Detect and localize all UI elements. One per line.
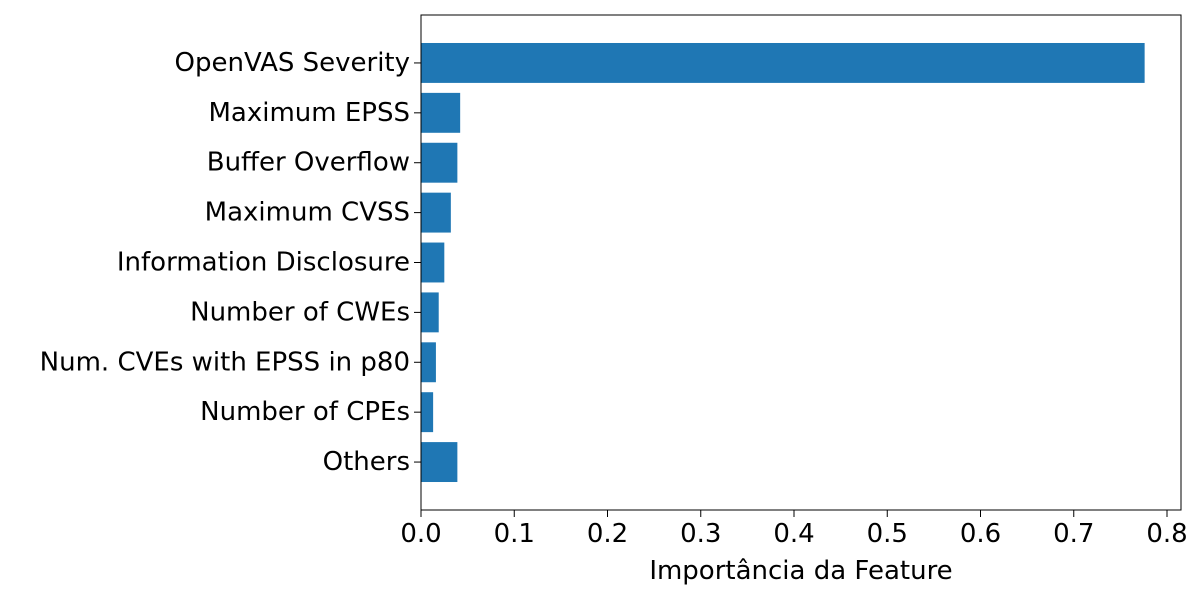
x-tick-label: 0.0	[400, 519, 441, 549]
y-tick-label: Number of CPEs	[200, 397, 410, 427]
bar-buffer-overflow	[421, 142, 458, 183]
x-tick-label: 0.7	[1053, 519, 1094, 549]
x-tick-label: 0.6	[960, 519, 1001, 549]
x-axis-label: Importância da Feature	[649, 556, 952, 586]
x-tick-label: 0.1	[494, 519, 535, 549]
bars-group	[421, 42, 1145, 483]
x-axis-ticks: 0.0 0.1 0.2 0.3 0.4 0.5 0.6 0.7 0.8	[400, 510, 1188, 549]
y-tick-label: OpenVAS Severity	[175, 48, 411, 78]
bar-others	[421, 442, 458, 483]
bar-openvas-severity	[421, 42, 1145, 83]
y-axis-ticks: OpenVAS Severity Maximum EPSS Buffer Overf…	[40, 48, 421, 477]
y-tick-label: Others	[323, 447, 410, 477]
y-tick-label: Buffer Overflow	[207, 148, 410, 178]
x-tick-label: 0.5	[867, 519, 908, 549]
bar-maximum-cvss	[421, 192, 451, 233]
y-tick-label: Maximum CVSS	[205, 198, 410, 228]
y-tick-label: Num. CVEs with EPSS in p80	[40, 347, 410, 377]
y-tick-label: Maximum EPSS	[209, 98, 411, 128]
bar-num-cves-with-epss-in-p80	[421, 342, 436, 383]
bar-information-disclosure	[421, 242, 445, 283]
plot-frame	[420, 14, 1182, 511]
x-tick-label: 0.3	[680, 519, 721, 549]
y-tick-label: Information Disclosure	[117, 248, 410, 278]
y-tick-label: Number of CWEs	[190, 297, 410, 327]
x-tick-label: 0.2	[587, 519, 628, 549]
x-tick-label: 0.4	[773, 519, 814, 549]
x-tick-label: 0.8	[1146, 519, 1187, 549]
bar-number-of-cwes	[421, 292, 439, 333]
bar-maximum-epss	[421, 92, 461, 133]
bar-number-of-cpes	[421, 392, 434, 433]
